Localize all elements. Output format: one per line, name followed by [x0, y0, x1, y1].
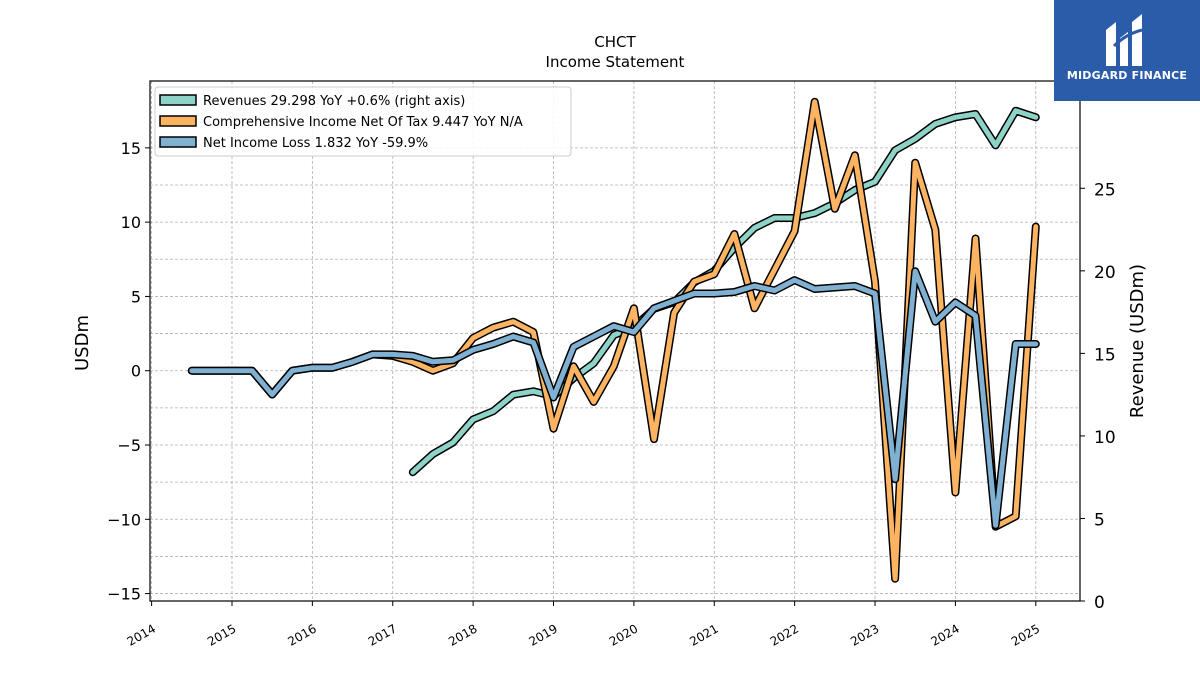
- x-tick-label: 2018: [446, 621, 479, 648]
- left-tick-label: −15: [107, 585, 141, 604]
- x-axis: 2014 2015 2016 2017 2018 2019 2020 2021 2022 2023…: [125, 601, 1042, 649]
- x-tick-label: 2019: [527, 621, 560, 648]
- x-tick-label: 2017: [366, 621, 399, 648]
- logo-mark-icon: [1106, 14, 1143, 66]
- right-tick-label: 20: [1094, 263, 1116, 283]
- left-tick-label: −10: [107, 510, 141, 529]
- logo-text: MIDGARD FINANCE: [1066, 69, 1188, 82]
- x-tick-label: 2016: [285, 621, 318, 648]
- x-tick-label: 2023: [848, 621, 881, 648]
- left-tick-label: −5: [117, 436, 141, 455]
- left-axis-label: USDm: [72, 315, 93, 371]
- right-tick-label: 10: [1094, 428, 1116, 448]
- legend-label: Net Income Loss 1.832 YoY -59.9%: [203, 136, 428, 151]
- legend-label: Comprehensive Income Net Of Tax 9.447 Yo…: [203, 115, 523, 130]
- x-tick-label: 2024: [928, 621, 961, 648]
- right-axis: 0 5 10 15 20 25: [1080, 180, 1116, 613]
- legend-swatch: [159, 136, 197, 148]
- right-tick-label: 0: [1094, 593, 1105, 613]
- left-axis: −15 −10 −5 0 5 10 15: [107, 139, 150, 604]
- chart-title: CHCT: [594, 33, 636, 51]
- plot-frame: [149, 80, 1081, 602]
- left-tick-label: 15: [121, 139, 141, 158]
- left-tick-label: 0: [131, 362, 141, 381]
- x-tick-label: 2014: [125, 621, 158, 648]
- x-tick-label: 2020: [607, 621, 640, 648]
- right-tick-label: 25: [1094, 180, 1116, 200]
- x-tick-label: 2015: [205, 621, 238, 648]
- left-tick-label: 10: [121, 213, 141, 232]
- right-tick-label: 15: [1094, 345, 1116, 365]
- legend-swatch: [159, 94, 197, 106]
- legend-label: Revenues 29.298 YoY +0.6% (right axis): [203, 94, 465, 109]
- legend-box: [154, 86, 572, 157]
- right-tick-label: 5: [1094, 510, 1105, 530]
- x-tick-label: 2021: [687, 621, 720, 648]
- right-axis-label: Revenue (USDm): [1127, 264, 1148, 418]
- net-income-line: [187, 267, 1040, 530]
- net-income-line-stroke: [189, 268, 1039, 528]
- chart-subtitle: Income Statement: [546, 53, 685, 71]
- x-tick-label: 2025: [1009, 621, 1042, 648]
- midgard-finance-logo: MIDGARD FINANCE: [1054, 0, 1200, 101]
- x-tick-label: 2022: [768, 621, 801, 648]
- legend: Revenues 29.298 YoY +0.6% (right axis) Co…: [154, 86, 572, 157]
- left-tick-label: 5: [131, 287, 141, 306]
- legend-swatch: [159, 115, 197, 127]
- grid-lines: [150, 81, 1080, 601]
